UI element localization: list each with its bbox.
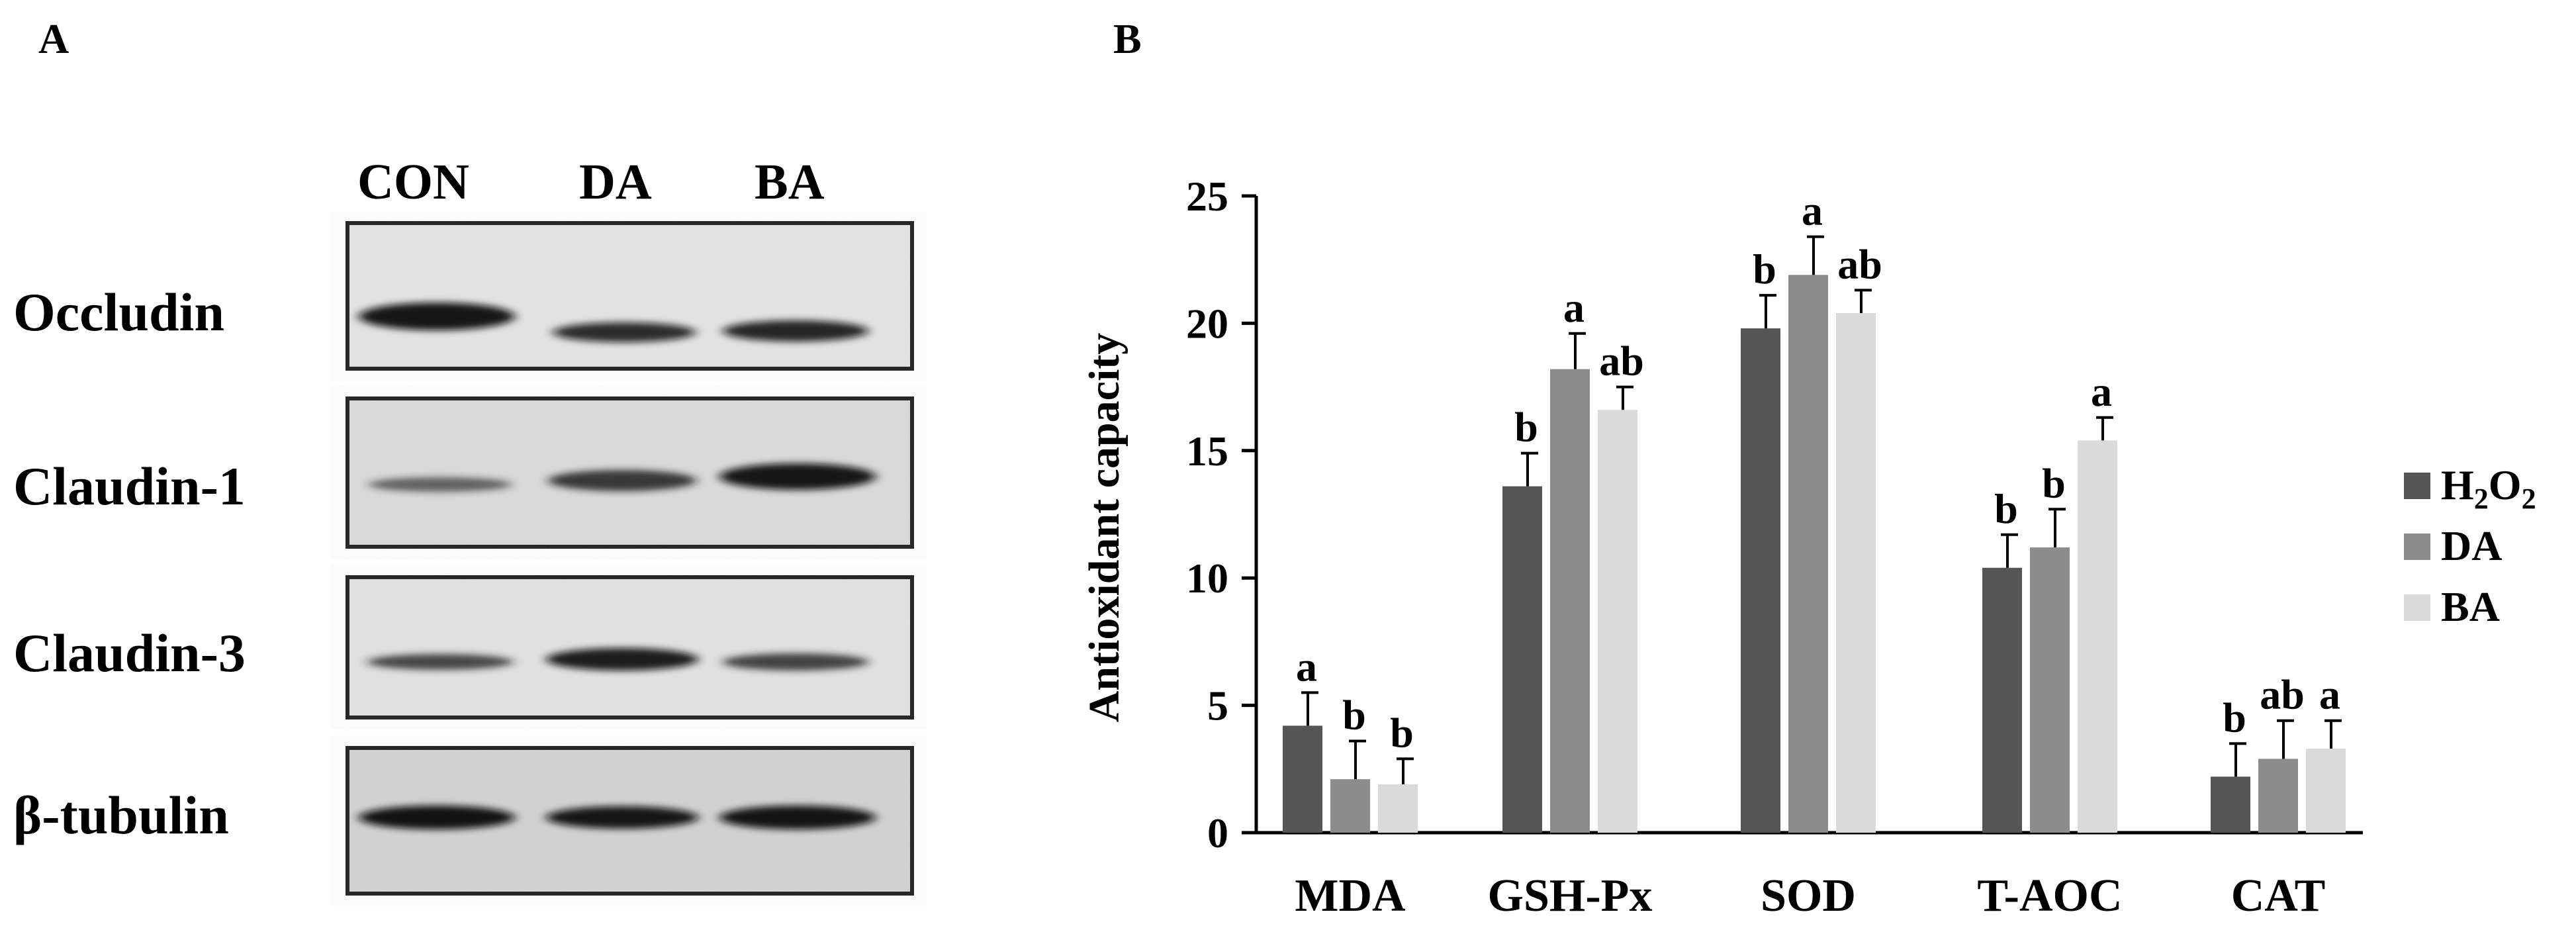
bar-sod-ba <box>1836 313 1876 833</box>
band-beta-tubulin-con <box>359 806 515 829</box>
western-blot-panel <box>345 221 914 896</box>
lane-label-da: DA <box>579 154 652 210</box>
y-tick-label: 0 <box>1207 810 1228 857</box>
band-claudin-3-ba <box>723 653 868 671</box>
legend-label-ba: BA <box>2441 583 2500 630</box>
bar-cat-h2o2 <box>2211 776 2250 833</box>
bar-mda-da <box>1330 779 1370 833</box>
bar-t-aoc-da <box>2030 547 2070 833</box>
bar-cat-da <box>2258 759 2298 833</box>
significance-letter: b <box>2223 694 2246 741</box>
legend-swatch-ba <box>2404 594 2430 621</box>
panel-a-letter: A <box>38 15 69 62</box>
bar-gsh-px-h2o2 <box>1502 486 1542 833</box>
significance-letter: b <box>1753 246 1776 293</box>
y-tick-label: 10 <box>1186 555 1228 602</box>
x-tick-label: MDA <box>1295 870 1406 921</box>
band-claudin-1-ba <box>719 463 876 490</box>
bar-t-aoc-ba <box>2078 440 2117 833</box>
bar-sod-da <box>1788 275 1828 833</box>
bar-mda-h2o2 <box>1283 725 1322 833</box>
significance-letter: a <box>2091 368 2112 415</box>
band-claudin-3-con <box>367 654 513 670</box>
blot-label-claudin-1: Claudin-1 <box>13 456 246 516</box>
legend-label-da: DA <box>2441 522 2502 569</box>
significance-letter: b <box>2042 459 2066 506</box>
band-beta-tubulin-da <box>546 806 698 829</box>
band-occludin-con <box>359 302 515 330</box>
bar-gsh-px-ba <box>1598 410 1637 833</box>
legend-text-part: 2 <box>2522 483 2536 515</box>
band-claudin-1-da <box>548 470 696 491</box>
legend-text-part: H <box>2441 461 2474 508</box>
bar-t-aoc-h2o2 <box>1982 567 2022 833</box>
blot-label-occludin: Occludin <box>13 282 224 342</box>
y-tick-label: 25 <box>1186 173 1228 220</box>
legend-swatch-da <box>2404 534 2430 560</box>
significance-letter: ab <box>2260 671 2305 718</box>
blot-label-claudin-3: Claudin-3 <box>13 623 246 683</box>
x-tick-label: CAT <box>2231 870 2326 921</box>
bar-mda-ba <box>1378 784 1418 833</box>
significance-letter: b <box>1994 485 2018 532</box>
y-tick-label: 15 <box>1186 428 1228 475</box>
band-beta-tubulin-ba <box>719 806 876 829</box>
significance-letter: a <box>2319 671 2340 718</box>
lane-label-con: CON <box>357 154 469 210</box>
blot-label-beta-tubulin: β-tubulin <box>13 785 229 845</box>
band-occludin-ba <box>723 320 868 342</box>
legend-text-part: 2 <box>2474 483 2489 515</box>
legend-label-h2o2: H2O2 <box>2441 461 2536 515</box>
significance-letter: ab <box>1837 240 1882 287</box>
bar-gsh-px-da <box>1550 369 1590 833</box>
lane-label-ba: BA <box>755 154 825 210</box>
bar-sod-h2o2 <box>1741 328 1780 833</box>
legend-text-part: O <box>2489 461 2522 508</box>
blot-occludin <box>345 221 914 371</box>
x-tick-label: SOD <box>1761 870 1856 921</box>
legend-swatch-h2o2 <box>2404 473 2430 499</box>
panel-b-letter: B <box>1113 15 1142 62</box>
significance-letter: a <box>1296 643 1317 690</box>
significance-letter: a <box>1563 284 1585 331</box>
band-occludin-da <box>553 322 696 342</box>
blot-claudin-3 <box>345 575 914 719</box>
significance-letter: b <box>1390 709 1414 756</box>
y-axis-label: Antioxidant capacity <box>1080 333 1128 723</box>
x-tick-label: T-AOC <box>1977 870 2122 921</box>
significance-letter: ab <box>1599 338 1644 385</box>
x-tick-label: GSH-Px <box>1488 870 1653 921</box>
band-claudin-1-con <box>369 477 512 492</box>
y-tick-label: 20 <box>1186 300 1228 347</box>
significance-letter: b <box>1342 691 1366 738</box>
band-claudin-3-da <box>546 648 698 671</box>
bar-cat-ba <box>2306 749 2346 833</box>
significance-letter: b <box>1514 404 1538 451</box>
significance-letter: a <box>1802 187 1823 234</box>
y-tick-label: 5 <box>1207 682 1228 729</box>
